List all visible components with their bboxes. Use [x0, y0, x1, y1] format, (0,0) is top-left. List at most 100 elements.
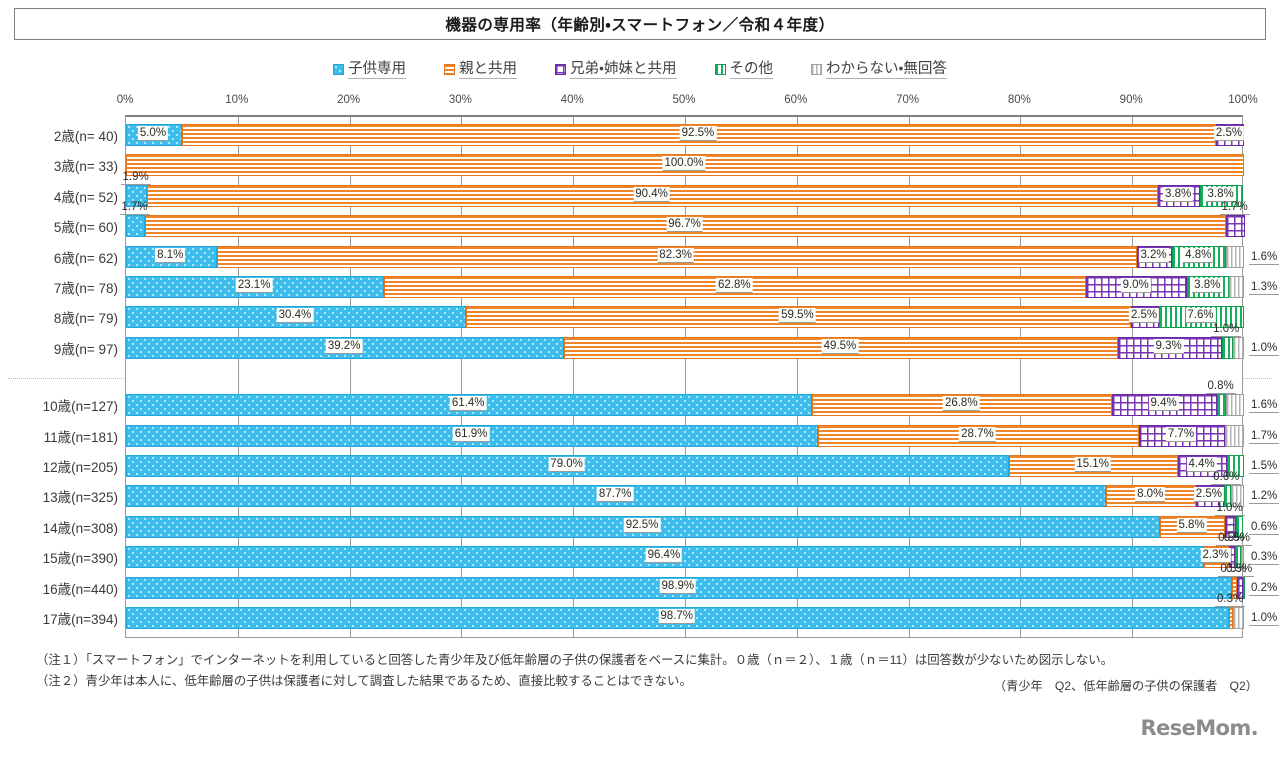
bar-segment-r3-s0[interactable] [126, 215, 145, 238]
category-label-8: 10歳(n=127) [42, 399, 118, 415]
legend-item-3[interactable]: その他 [714, 60, 773, 80]
bar-row-9 [126, 424, 1244, 447]
value-label-r11-s4: 1.2% [1249, 490, 1280, 505]
value-label-r14-s0: 98.9% [659, 578, 697, 594]
category-label-11: 13歳(n=325) [42, 490, 118, 506]
legend-swatch-greystripe-icon [811, 64, 822, 76]
chart-plot-area [125, 115, 1246, 638]
category-label-3: 5歳(n= 60) [53, 220, 118, 236]
bar-segment-r9-s4[interactable] [1224, 424, 1244, 447]
legend-item-2[interactable]: 兄弟・姉妹と共用 [555, 60, 677, 80]
value-label-r10-s3: 1.5% [1249, 460, 1280, 474]
page-title: 機器の専用率（年齢別・スマートフォン／令和４年度） [445, 17, 835, 34]
bar-segment-r15-s1[interactable] [1229, 607, 1233, 629]
bar-row-2 [126, 184, 1244, 207]
value-label-r7-s4: 1.0% [1249, 341, 1280, 356]
bar-segment-r11-s3[interactable] [1223, 485, 1231, 508]
value-label-r4-s1: 82.3% [657, 247, 694, 263]
axis-tick-100%: 100% [1228, 94, 1258, 106]
bar-segment-r13-s4[interactable] [1240, 546, 1244, 569]
bar-segment-r8-s4[interactable] [1226, 394, 1244, 417]
category-label-13: 15歳(n=390) [42, 551, 118, 567]
bar-segment-r15-s4[interactable] [1232, 607, 1244, 629]
value-label-r10-s2: 4.4% [1186, 457, 1217, 472]
value-label-r15-s0: 98.7% [658, 609, 696, 624]
bar-segment-r3-s2[interactable] [1226, 215, 1246, 238]
bar-row-11 [126, 485, 1244, 508]
category-label-6: 8歳(n= 79) [53, 311, 118, 327]
value-label-r5-s1: 62.8% [715, 278, 753, 293]
chart-legend: 子供専用 親と共用 兄弟・姉妹と共用 その他 わからない・無回答 [0, 60, 1280, 80]
gridline-80% [1020, 117, 1022, 637]
value-label-r13-s4: 0.3% [1249, 551, 1280, 566]
legend-item-1[interactable]: 親と共用 [444, 60, 518, 80]
bar-segment-r7-s3[interactable] [1221, 336, 1233, 359]
value-label-r15-s4: 1.0% [1249, 612, 1280, 626]
resemom-logo: ReseMom. [1140, 716, 1258, 740]
category-label-9: 11歳(n=181) [43, 429, 118, 445]
value-label-r0-s0: 5.0% [137, 126, 169, 141]
legend-swatch-vstripe-icon [714, 64, 726, 76]
value-label-r12-s0: 92.5% [623, 517, 661, 533]
legend-label-1: 親と共用 [459, 60, 518, 80]
bar-segment-r4-s4[interactable] [1226, 245, 1244, 268]
footnote-1: （注１）「スマートフォン」でインターネットを利用していると回答した青少年及び低年… [36, 653, 1114, 667]
axis-tick-0%: 0% [116, 94, 134, 106]
value-label-r7-s3: 1.0% [1211, 322, 1242, 337]
value-label-r7-s2: 9.3% [1153, 338, 1184, 354]
value-label-r6-s2: 2.5% [1128, 308, 1160, 324]
axis-tick-30%: 30% [448, 94, 472, 106]
value-label-r5-s3: 3.8% [1192, 278, 1223, 293]
value-label-r3-s2: 1.7% [1219, 201, 1250, 216]
category-label-0: 2歳(n= 40) [53, 129, 118, 144]
bar-segment-r7-s4[interactable] [1232, 336, 1244, 359]
gridline-60% [796, 117, 798, 637]
value-label-r7-s1: 49.5% [821, 338, 859, 354]
value-label-r13-s0: 96.4% [645, 548, 683, 564]
axis-tick-10%: 10% [225, 94, 249, 106]
gridline-20% [349, 117, 351, 637]
axis-tick-60%: 60% [784, 94, 808, 106]
legend-label-3: その他 [729, 60, 773, 80]
value-label-r12-s2: 1.0% [1214, 501, 1245, 516]
bar-segment-r2-s0[interactable] [126, 184, 148, 207]
category-label-10: 12歳(n=205) [42, 460, 118, 475]
value-label-r7-s0: 39.2% [325, 338, 363, 354]
legend-item-4[interactable]: わからない・無回答 [811, 60, 947, 80]
bar-row-8 [126, 394, 1244, 417]
bar-segment-r12-s3[interactable] [1236, 515, 1243, 538]
value-label-r14-s3: 0.2% [1249, 581, 1280, 596]
value-label-r10-s0: 79.0% [548, 457, 585, 472]
bar-segment-r11-s4[interactable] [1230, 485, 1244, 508]
legend-item-0[interactable]: 子供専用 [333, 60, 407, 80]
value-label-r4-s3: 4.8% [1183, 247, 1214, 263]
value-label-r0-s1: 92.5% [679, 126, 717, 141]
value-label-r13-s1: 2.3% [1200, 548, 1231, 564]
bar-segment-r12-s2[interactable] [1224, 515, 1237, 538]
value-label-r12-s1: 5.8% [1176, 517, 1207, 533]
category-label-2: 4歳(n= 52) [53, 189, 118, 205]
bar-segment-r14-s3[interactable] [1242, 576, 1246, 599]
bar-segment-r14-s2[interactable] [1237, 576, 1243, 599]
value-label-r5-s4: 1.3% [1249, 281, 1280, 295]
chart-title-box: 機器の専用率（年齢別・スマートフォン／令和４年度） [14, 8, 1266, 40]
axis-tick-20%: 20% [337, 94, 361, 106]
gridline-30% [461, 117, 463, 637]
value-label-r8-s4: 1.6% [1249, 399, 1280, 414]
bar-segment-r10-s3[interactable] [1227, 455, 1244, 477]
value-label-r1-s1: 100.0% [662, 156, 706, 172]
legend-swatch-grid-icon [555, 64, 567, 76]
value-label-r6-s0: 30.4% [276, 308, 314, 324]
bar-segment-r8-s3[interactable] [1217, 394, 1227, 417]
bar-segment-r13-s3[interactable] [1235, 546, 1241, 569]
value-label-r8-s3: 0.8% [1205, 380, 1236, 395]
bar-segment-r5-s4[interactable] [1229, 276, 1244, 298]
value-label-r13-s3: 0.5% [1221, 532, 1252, 547]
bar-segment-r14-s1[interactable] [1231, 576, 1238, 599]
value-label-r9-s1: 28.7% [959, 426, 996, 442]
category-label-15: 17歳(n=394) [42, 612, 118, 627]
value-label-r6-s3: 7.6% [1185, 308, 1216, 324]
footnotes: （注１）「スマートフォン」でインターネットを利用していると回答した青少年及び低年… [36, 650, 1251, 692]
value-label-r11-s1: 8.0% [1135, 487, 1166, 503]
value-label-r6-s1: 59.5% [779, 308, 816, 324]
